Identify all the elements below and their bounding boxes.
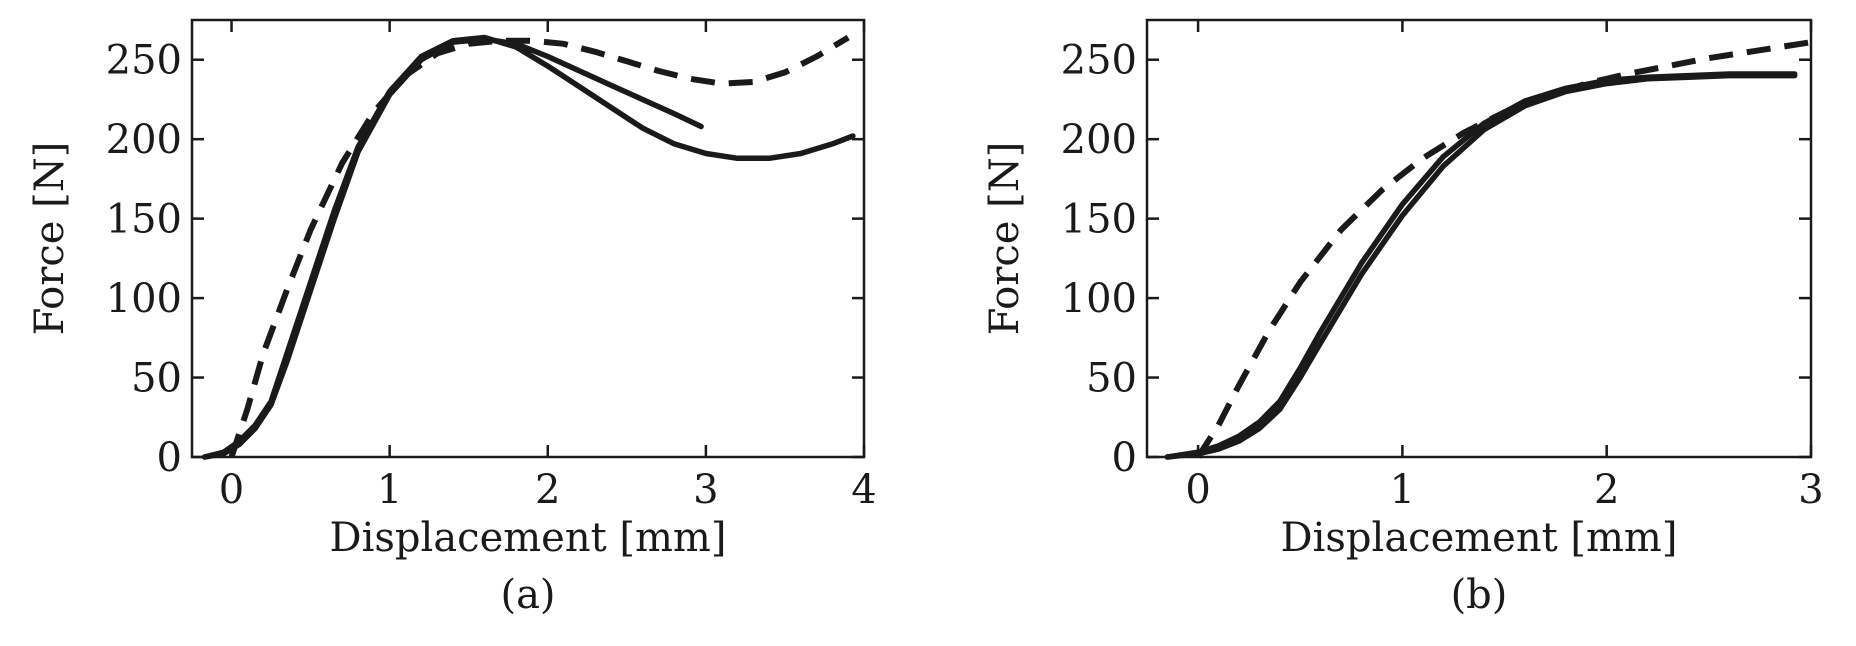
x-tick-label: 1: [1390, 467, 1415, 513]
y-axis-label: Force [N]: [27, 142, 73, 336]
solid-series-line: [1164, 71, 1798, 460]
y-tick-label: 100: [106, 276, 182, 322]
x-tick-label: 0: [219, 467, 244, 513]
y-tick-label: 0: [1112, 435, 1137, 481]
y-tick-label: 100: [1061, 276, 1137, 322]
y-tick-label: 150: [106, 197, 182, 243]
x-axis-label: Displacement [mm]: [1281, 515, 1678, 561]
x-tick-label: 2: [1594, 467, 1619, 513]
y-tick-label: 0: [157, 435, 182, 481]
y-tick-label: 250: [1061, 38, 1137, 84]
plot-frame: [1145, 18, 1813, 459]
y-tick-label: 50: [131, 356, 182, 402]
x-tick-label: 1: [377, 467, 402, 513]
x-tick-label: 0: [1185, 467, 1210, 513]
solid-series-line: [201, 36, 704, 460]
chart-panel-a: 0 1 2 3 4 0 50 100 150 200 250 Displacement [mm] For…: [27, 18, 877, 618]
panel-caption: (a): [500, 572, 555, 618]
y-axis-label: Force [N]: [982, 142, 1028, 336]
y-tick-label: 200: [1061, 117, 1137, 163]
solid-series-line: [1164, 72, 1798, 460]
y-tick-label: 50: [1086, 356, 1137, 402]
plot-frame: [190, 18, 866, 459]
x-tick-label: 3: [693, 467, 718, 513]
panel-caption: (b): [1451, 572, 1508, 618]
y-tick-label: 200: [106, 117, 182, 163]
x-tick-label: 4: [851, 467, 876, 513]
dashed-series-line: [1195, 39, 1812, 459]
dashed-series-line: [228, 34, 850, 458]
x-tick-label: 3: [1798, 467, 1823, 513]
x-axis-label: Displacement [mm]: [330, 515, 727, 561]
y-tick-label: 250: [106, 38, 182, 84]
solid-series-line: [201, 34, 856, 460]
x-tick-label: 2: [535, 467, 560, 513]
y-tick-label: 150: [1061, 197, 1137, 243]
chart-panel-b: 0 1 2 3 0 50 100 150 200 250 Displacement [mm] Forc…: [982, 18, 1824, 618]
